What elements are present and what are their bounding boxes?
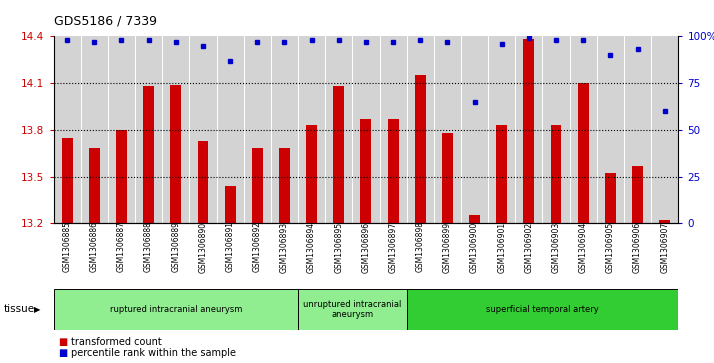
Text: GSM1306900: GSM1306900	[470, 221, 479, 273]
Bar	[496, 125, 507, 223]
Text: GSM1306907: GSM1306907	[660, 221, 669, 273]
Text: percentile rank within the sample: percentile rank within the sample	[71, 347, 236, 358]
Text: GSM1306897: GSM1306897	[388, 221, 398, 273]
Text: GSM1306896: GSM1306896	[361, 221, 371, 273]
Bar	[116, 130, 127, 223]
Bar	[252, 148, 263, 223]
Bar	[171, 85, 181, 223]
Bar	[605, 174, 615, 223]
Text: GDS5186 / 7339: GDS5186 / 7339	[54, 15, 156, 28]
Text: tissue: tissue	[4, 304, 35, 314]
Text: ■: ■	[59, 337, 68, 347]
Text: GSM1306893: GSM1306893	[280, 221, 289, 273]
Bar	[61, 138, 73, 223]
Bar	[144, 86, 154, 223]
Bar	[415, 75, 426, 223]
Text: GSM1306891: GSM1306891	[226, 221, 235, 272]
Text: GSM1306901: GSM1306901	[497, 221, 506, 273]
Bar	[659, 220, 670, 223]
Text: ■: ■	[59, 347, 68, 358]
Bar	[225, 186, 236, 223]
Bar	[361, 119, 371, 223]
Bar	[407, 289, 678, 330]
Text: GSM1306905: GSM1306905	[606, 221, 615, 273]
Bar	[89, 148, 100, 223]
Bar	[469, 216, 480, 223]
Text: GSM1306890: GSM1306890	[198, 221, 208, 273]
Text: GSM1306894: GSM1306894	[307, 221, 316, 273]
Text: GSM1306886: GSM1306886	[90, 221, 99, 272]
Text: GSM1306906: GSM1306906	[633, 221, 642, 273]
Bar	[578, 83, 588, 223]
Text: GSM1306885: GSM1306885	[63, 221, 71, 272]
Text: superficial temporal artery: superficial temporal artery	[486, 305, 599, 314]
Text: GSM1306887: GSM1306887	[117, 221, 126, 272]
Bar	[632, 166, 643, 223]
Bar	[279, 148, 290, 223]
Text: GSM1306895: GSM1306895	[334, 221, 343, 273]
Bar	[550, 125, 561, 223]
Text: GSM1306888: GSM1306888	[144, 221, 153, 272]
Text: GSM1306898: GSM1306898	[416, 221, 425, 272]
Text: GSM1306903: GSM1306903	[552, 221, 560, 273]
Text: GSM1306889: GSM1306889	[171, 221, 180, 272]
Bar	[298, 289, 407, 330]
Text: GSM1306902: GSM1306902	[524, 221, 533, 273]
Bar	[333, 86, 344, 223]
Bar	[306, 125, 317, 223]
Text: ▶: ▶	[34, 305, 41, 314]
Text: GSM1306892: GSM1306892	[253, 221, 262, 272]
Bar	[442, 133, 453, 223]
Text: transformed count: transformed count	[71, 337, 162, 347]
Text: GSM1306904: GSM1306904	[579, 221, 588, 273]
Text: unruptured intracranial
aneurysm: unruptured intracranial aneurysm	[303, 300, 401, 319]
Text: ruptured intracranial aneurysm: ruptured intracranial aneurysm	[109, 305, 242, 314]
Bar	[388, 119, 398, 223]
Bar	[198, 141, 208, 223]
Bar	[54, 289, 298, 330]
Bar	[523, 40, 534, 223]
Text: GSM1306899: GSM1306899	[443, 221, 452, 273]
